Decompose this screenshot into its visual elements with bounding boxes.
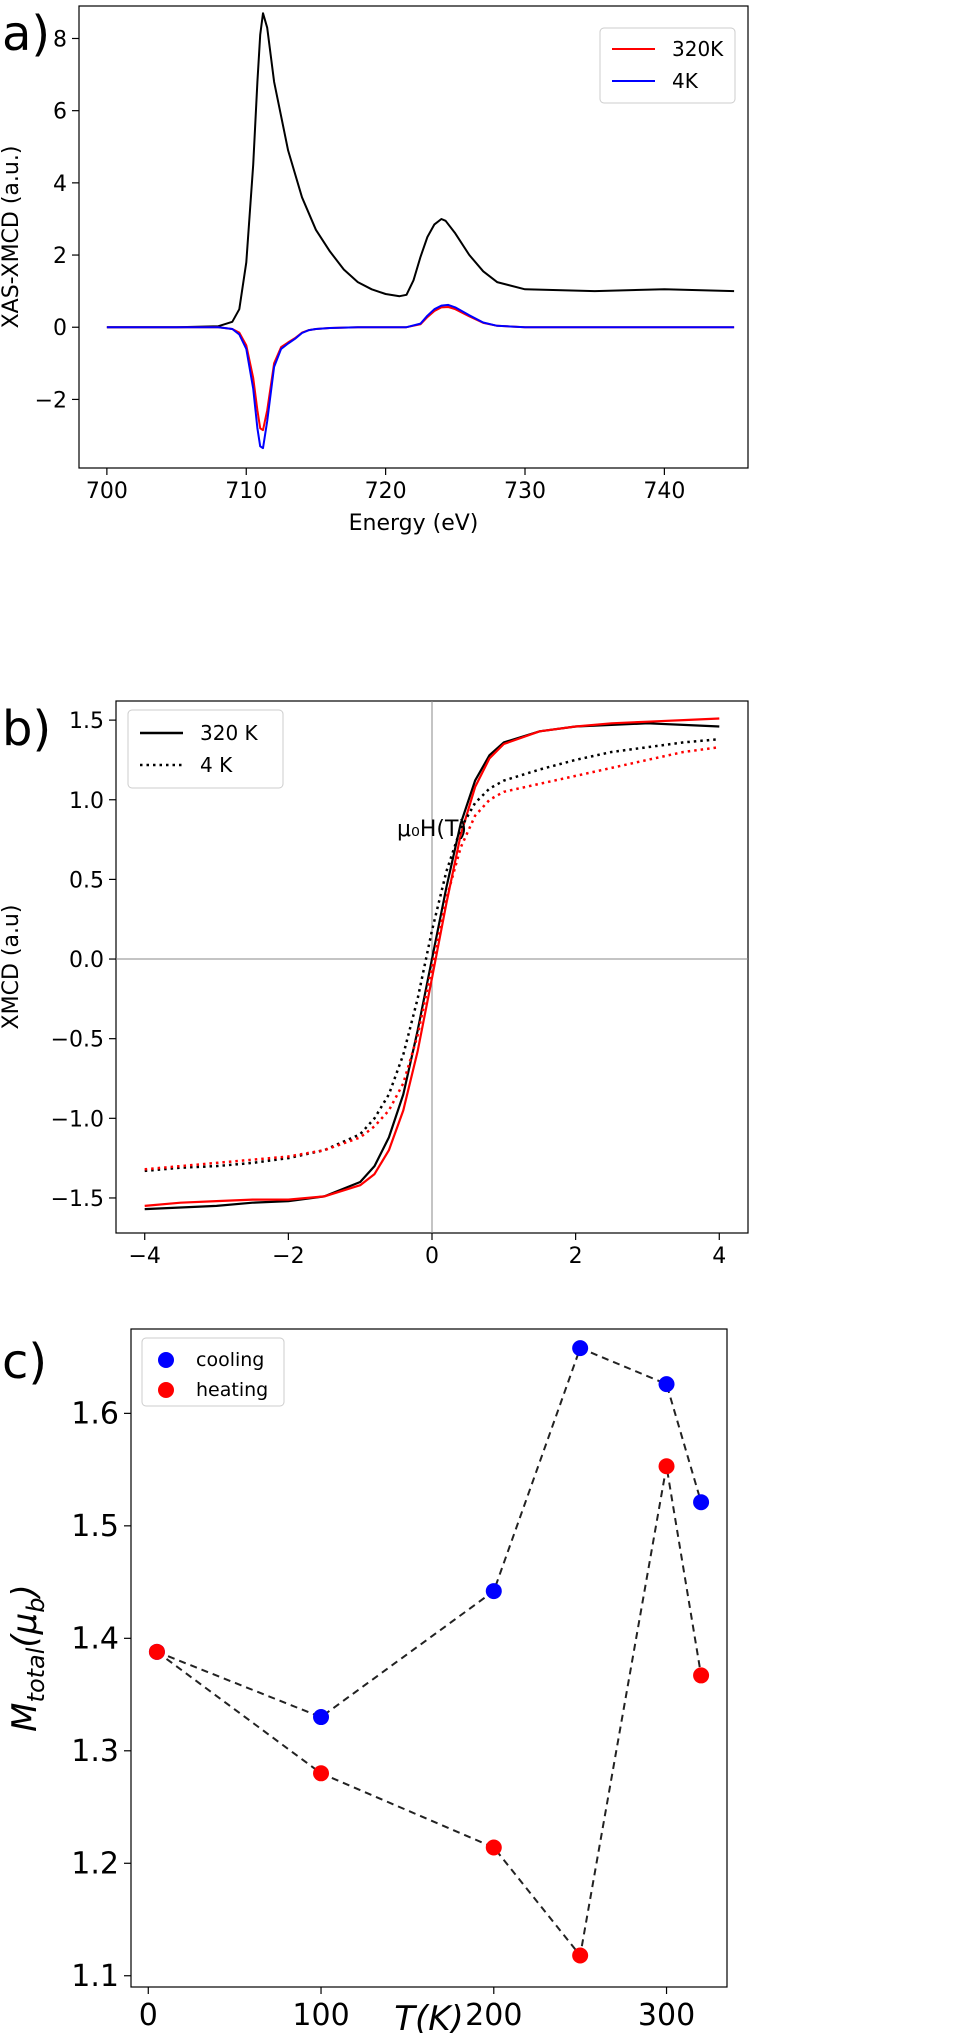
legend-marker [158, 1352, 174, 1368]
y-tick-label-c: 1.6 [71, 1396, 119, 1431]
y-tick-label-b: 1.0 [69, 789, 104, 814]
series-320K-red-line [144, 717, 720, 1207]
y-tick-label-c: 1.4 [71, 1621, 119, 1656]
x-tick-label-b: −4 [129, 1244, 161, 1269]
series-4K-black-dotted [144, 737, 720, 1173]
y-tick-label-b: −1.5 [51, 1187, 104, 1212]
legend-box [599, 27, 736, 104]
legend-marker [158, 1382, 174, 1398]
data-point-cooling [485, 1583, 502, 1600]
x-tick-label-a: 700 [86, 479, 128, 504]
y-axis-label: XMCD (a.u) [0, 905, 24, 1030]
series-black-line [106, 12, 735, 329]
data-point-heating [693, 1667, 710, 1684]
y-tick-label-b: −1.0 [51, 1107, 104, 1132]
plot-frame-c [130, 1328, 728, 1988]
series-4K-line [106, 303, 735, 450]
data-point-cooling [572, 1340, 589, 1357]
x-axis-label: T(K) [394, 1999, 464, 2033]
dashed-connector-cooling [156, 1346, 703, 1719]
x-tick-label-a: 740 [643, 479, 685, 504]
x-tick-label-a: 730 [504, 479, 546, 504]
y-tick-label-b: −0.5 [51, 1028, 104, 1053]
panel-label-a: a) [2, 6, 50, 62]
x-tick-label-c: 100 [292, 1998, 349, 2033]
y-axis-label: Mtotal(μb) [5, 1584, 50, 1732]
x-tick-label-c: 200 [465, 1998, 522, 2033]
legend-box [127, 709, 284, 789]
x-tick-label-b: 0 [425, 1244, 439, 1269]
series-4K-red-dotted [144, 745, 720, 1171]
data-point-heating [313, 1765, 330, 1782]
data-point-heating [572, 1947, 589, 1964]
x-tick-label-b: 2 [569, 1244, 583, 1269]
data-point-cooling [693, 1494, 710, 1511]
panel-a-chart: 700 710 720 730 740 −2 0 2 4 6 8 Energy (eV) XAS-XMC… [0, 5, 749, 536]
y-tick-label-b: 0.0 [69, 948, 104, 973]
y-tick-label-c: 1.5 [71, 1509, 119, 1544]
legend-label: 4K [672, 69, 699, 93]
panel-b-chart: −4 −2 0 2 4 −1.5 −1.0 −0.5 0.0 0.5 1.0 1.5 μ₀H(T) XMC… [0, 700, 749, 1269]
x-axis-label: μ₀H(T) [397, 817, 467, 842]
data-point-cooling [658, 1376, 675, 1393]
panel-label-c: c) [2, 1334, 47, 1390]
y-tick-label-a: 4 [53, 172, 67, 197]
x-tick-label-a: 720 [365, 479, 407, 504]
y-tick-label-b: 0.5 [69, 868, 104, 893]
y-tick-label-a: 8 [53, 27, 67, 52]
x-tick-label-b: 4 [712, 1244, 726, 1269]
plot-frame-a [78, 5, 749, 469]
y-tick-label-a: −2 [35, 388, 67, 413]
dashed-connector-heating [156, 1466, 703, 1958]
legend-label: heating [196, 1379, 268, 1401]
y-tick-label-c: 1.1 [71, 1959, 119, 1994]
panel-label-b: b) [2, 701, 51, 757]
data-point-cooling [313, 1709, 330, 1726]
data-point-heating [485, 1839, 502, 1856]
series-320K-line [106, 306, 735, 432]
y-tick-label-c: 1.3 [71, 1734, 119, 1769]
y-tick-label-a: 2 [53, 244, 67, 269]
panel-c-chart: 0 100 200 300 1.1 1.2 1.3 1.4 1.5 1.6 T(K) Mtotal(μ… [5, 1328, 728, 2033]
x-axis-label: Energy (eV) [349, 511, 479, 536]
y-axis-label: XAS-XMCD (a.u.) [0, 146, 24, 329]
legend-label: 320 K [200, 721, 259, 745]
legend-box [141, 1337, 285, 1407]
y-tick-label-c: 1.2 [71, 1846, 119, 1881]
x-tick-label-a: 710 [225, 479, 267, 504]
y-tick-label-a: 0 [53, 316, 67, 341]
legend-label: cooling [196, 1349, 264, 1371]
x-tick-label-c: 300 [638, 1998, 695, 2033]
legend-label: 320K [672, 37, 724, 61]
y-tick-label-b: 1.5 [69, 709, 104, 734]
x-tick-label-c: 0 [139, 1998, 158, 2033]
legend-label: 4 K [200, 753, 233, 777]
data-point-heating [658, 1458, 675, 1475]
x-tick-label-b: −2 [272, 1244, 304, 1269]
y-tick-label-a: 6 [53, 100, 67, 125]
data-point-heating [148, 1643, 165, 1660]
